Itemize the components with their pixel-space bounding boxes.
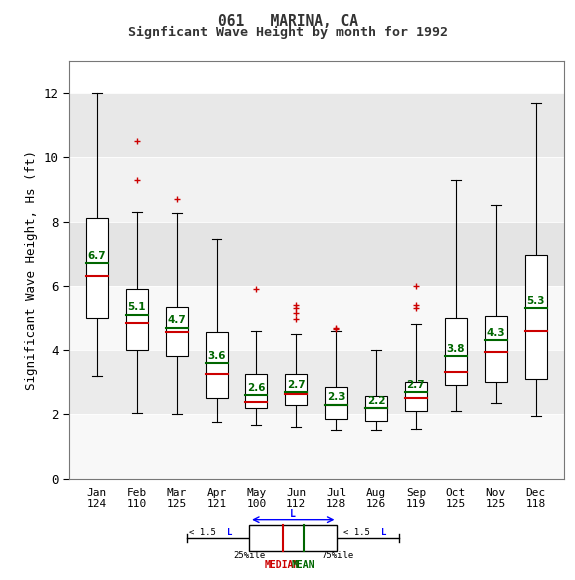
Bar	[69, 286, 564, 350]
Bar	[524, 255, 547, 379]
Bar	[69, 414, 564, 478]
Text: Signficant Wave Height by month for 1992: Signficant Wave Height by month for 1992	[128, 26, 447, 39]
Bar	[69, 93, 564, 157]
Text: L: L	[290, 509, 296, 519]
Bar	[69, 222, 564, 286]
Bar	[126, 289, 148, 350]
Bar	[206, 332, 228, 398]
Bar	[86, 218, 108, 318]
Text: 061   MARINA, CA: 061 MARINA, CA	[217, 14, 358, 30]
Text: < 1.5: < 1.5	[189, 528, 221, 537]
Bar	[445, 318, 467, 385]
Text: L: L	[381, 528, 386, 537]
Text: 2.7: 2.7	[287, 379, 305, 390]
Text: 4.7: 4.7	[167, 316, 186, 325]
Bar	[325, 387, 347, 419]
Text: 25%ile: 25%ile	[233, 551, 265, 560]
Text: 2.2: 2.2	[367, 396, 385, 405]
Bar	[249, 525, 338, 551]
Text: 5.3: 5.3	[526, 296, 545, 306]
Bar	[405, 382, 427, 411]
Bar	[69, 157, 564, 222]
Text: 2.3: 2.3	[327, 392, 346, 403]
Bar	[246, 374, 267, 408]
Bar	[285, 374, 307, 405]
Bar	[485, 316, 507, 382]
Text: 2.7: 2.7	[407, 379, 425, 390]
Text: 6.7: 6.7	[87, 251, 106, 261]
Text: 2.6: 2.6	[247, 383, 266, 393]
Y-axis label: Significant Wave Height, Hs (ft): Significant Wave Height, Hs (ft)	[25, 150, 38, 390]
Text: 3.6: 3.6	[207, 350, 225, 361]
Text: 75%ile: 75%ile	[321, 551, 354, 560]
Text: < 1.5: < 1.5	[343, 528, 375, 537]
Text: 4.3: 4.3	[486, 328, 505, 338]
Text: 3.8: 3.8	[446, 344, 465, 354]
Text: 5.1: 5.1	[128, 302, 146, 313]
Text: L: L	[227, 528, 232, 537]
Bar	[69, 350, 564, 414]
Bar	[166, 307, 187, 357]
Bar	[365, 396, 387, 420]
Text: MEDIAN: MEDIAN	[265, 560, 300, 570]
Text: MEAN: MEAN	[292, 560, 316, 570]
